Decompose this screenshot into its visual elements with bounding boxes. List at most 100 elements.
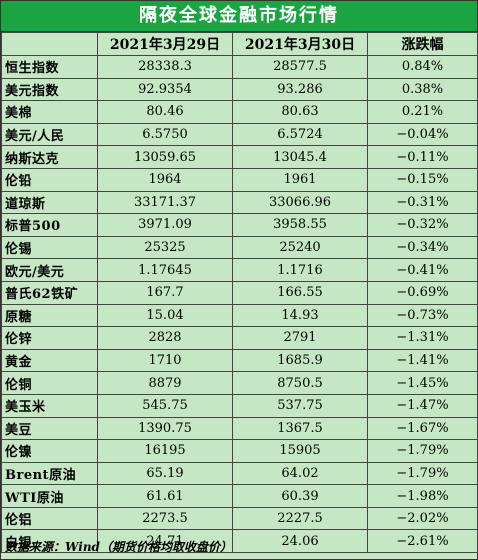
row-name: 美豆	[1, 416, 98, 441]
table-row: 道琼斯 33171.37 33066.96 −0.31%	[1, 190, 478, 215]
row-value-date-2: 1685.9	[232, 348, 368, 373]
row-change: 0.21%	[367, 100, 478, 124]
row-value-date-1: 65.19	[97, 461, 233, 486]
row-change: −0.31%	[367, 190, 478, 215]
row-change: −0.73%	[367, 303, 478, 328]
row-change: −1.98%	[367, 484, 478, 508]
row-name: 伦锌	[1, 326, 98, 350]
row-value-date-2: 33066.96	[232, 190, 368, 215]
row-name: 伦铅	[1, 167, 98, 192]
row-change: −1.41%	[367, 348, 478, 373]
row-value-date-1: 80.46	[97, 100, 233, 124]
row-name: 伦锡	[1, 235, 98, 260]
row-change: −1.31%	[367, 326, 478, 350]
row-value-date-2: 25240	[232, 235, 368, 260]
row-value-date-1: 61.61	[97, 484, 233, 508]
table-row: 欧元/美元 1.17645 1.1716 −0.41%	[1, 258, 478, 282]
header-change: 涨跌幅	[367, 32, 478, 56]
row-value-date-1: 3971.09	[97, 213, 233, 237]
row-value-date-2: 537.75	[232, 393, 368, 418]
data-source-note: 数据来源：Wind（期货价格均取收盘价）	[5, 540, 232, 554]
row-value-date-2: 2791	[232, 326, 368, 350]
row-name: 原糖	[1, 303, 98, 328]
row-value-date-1: 13059.65	[97, 145, 233, 169]
row-value-date-1: 1.17645	[97, 258, 233, 282]
table-row: 美玉米 545.75 537.75 −1.47%	[1, 393, 478, 418]
row-value-date-1: 6.5750	[97, 122, 233, 147]
header-date-2: 2021年3月30日	[232, 32, 368, 56]
row-name: 美棉	[1, 100, 98, 124]
row-change: −1.79%	[367, 439, 478, 463]
row-change: −1.67%	[367, 416, 478, 441]
row-value-date-2: 166.55	[232, 280, 368, 305]
row-value-date-2: 15905	[232, 439, 368, 463]
row-name: 美玉米	[1, 393, 98, 418]
table-row: 伦铅 1964 1961 −0.15%	[1, 167, 478, 192]
row-name: Brent原油	[1, 461, 98, 486]
header-date-1: 2021年3月29日	[97, 32, 233, 56]
table-row: Brent原油 65.19 64.02 −1.79%	[1, 461, 478, 486]
row-name: 伦铜	[1, 371, 98, 395]
row-change: −0.04%	[367, 122, 478, 147]
table-row: 标普500 3971.09 3958.55 −0.32%	[1, 213, 478, 237]
row-value-date-1: 1390.75	[97, 416, 233, 441]
row-value-date-1: 8879	[97, 371, 233, 395]
row-value-date-2: 2227.5	[232, 506, 368, 531]
row-name: 白银	[1, 529, 98, 554]
row-name: 恒生指数	[1, 55, 98, 79]
row-change: −0.69%	[367, 280, 478, 305]
row-change: −0.32%	[367, 213, 478, 237]
row-value-date-1: 167.7	[97, 280, 233, 305]
row-name: 纳斯达克	[1, 145, 98, 169]
row-value-date-1: 15.04	[97, 303, 233, 328]
row-value-date-1: 28338.3	[97, 55, 233, 79]
row-change: −2.61%	[367, 529, 478, 554]
table-row: 白银 24.71 24.06 −2.61%	[1, 529, 478, 554]
row-value-date-2: 14.93	[232, 303, 368, 328]
row-value-date-2: 80.63	[232, 100, 368, 124]
row-value-date-1: 92.9354	[97, 77, 233, 102]
table-row: 伦铝 2273.5 2227.5 −2.02%	[1, 506, 478, 531]
header-name	[1, 32, 98, 56]
row-value-date-2: 60.39	[232, 484, 368, 508]
row-name: WTI原油	[1, 484, 98, 508]
row-value-date-2: 1.1716	[232, 258, 368, 282]
table-row: 美元指数 92.9354 93.286 0.38%	[1, 77, 478, 102]
row-name: 美元/人民	[1, 122, 98, 147]
row-name: 欧元/美元	[1, 258, 98, 282]
row-value-date-2: 93.286	[232, 77, 368, 102]
table-row: 黄金 1710 1685.9 −1.41%	[1, 348, 478, 373]
table-row: 原糖 15.04 14.93 −0.73%	[1, 303, 478, 328]
row-value-date-1: 33171.37	[97, 190, 233, 215]
row-value-date-2: 1961	[232, 167, 368, 192]
row-value-date-2: 28577.5	[232, 55, 368, 79]
row-value-date-1: 1964	[97, 167, 233, 192]
row-name: 伦铝	[1, 506, 98, 531]
table-row: 美棉 80.46 80.63 0.21%	[1, 100, 478, 124]
table-row: 伦锌 2828 2791 −1.31%	[1, 326, 478, 350]
row-change: −2.02%	[367, 506, 478, 531]
row-name: 黄金	[1, 348, 98, 373]
row-change: −0.41%	[367, 258, 478, 282]
row-value-date-1: 2273.5	[97, 506, 233, 531]
table-row: 伦锡 25325 25240 −0.34%	[1, 235, 478, 260]
row-change: −0.11%	[367, 145, 478, 169]
row-change: 0.84%	[367, 55, 478, 79]
row-value-date-2: 1367.5	[232, 416, 368, 441]
row-value-date-2: 64.02	[232, 461, 368, 486]
row-value-date-2: 13045.4	[232, 145, 368, 169]
table-row: WTI原油 61.61 60.39 −1.98%	[1, 484, 478, 508]
market-table: 2021年3月29日 2021年3月30日 涨跌幅 恒生指数 28338.3 285…	[1, 32, 478, 554]
row-value-date-1: 16195	[97, 439, 233, 463]
row-change: −1.45%	[367, 371, 478, 395]
row-name: 普氏62铁矿	[1, 280, 98, 305]
row-value-date-1: 2828	[97, 326, 233, 350]
row-value-date-2: 24.06	[232, 529, 368, 554]
row-value-date-1: 1710	[97, 348, 233, 373]
row-change: −1.47%	[367, 393, 478, 418]
row-value-date-2: 3958.55	[232, 213, 368, 237]
row-name: 伦镍	[1, 439, 98, 463]
table-row: 纳斯达克 13059.65 13045.4 −0.11%	[1, 145, 478, 169]
row-change: −1.79%	[367, 461, 478, 486]
